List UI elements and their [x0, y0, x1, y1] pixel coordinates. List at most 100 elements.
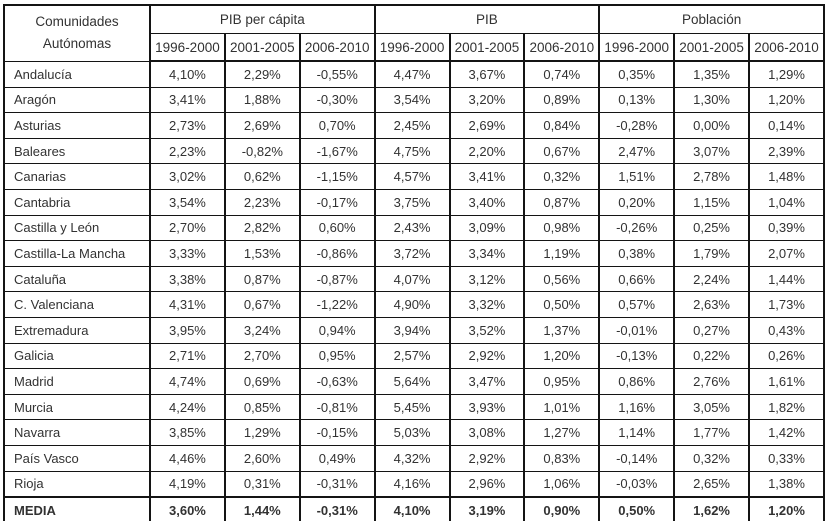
value-cell: 2,73% — [149, 112, 226, 139]
value-cell: 1,04% — [748, 188, 825, 216]
value-cell: 4,31% — [149, 291, 226, 318]
community-name: Canarias — [3, 163, 151, 190]
table-row: Andalucía 4,10% 2,29% -0,55% 4,47% 3,67% 0,74%… — [3, 60, 825, 88]
value-cell: 1,27% — [523, 419, 601, 446]
table-row: Navarra 3,85% 1,29% -0,15% 5,03% 3,08% 1,27% 1,… — [3, 419, 825, 446]
value-cell: 1,73% — [748, 291, 825, 318]
value-cell: 0,39% — [748, 214, 825, 242]
group-header-pib-per-capita: PIB per cápita — [149, 4, 376, 34]
value-cell: -0,82% — [223, 137, 301, 165]
value-cell: 2,92% — [448, 342, 526, 370]
value-cell: 0,38% — [598, 240, 676, 267]
value-cell: -0,87% — [298, 265, 376, 293]
period-header: 2006-2010 — [523, 33, 601, 62]
community-name: Castilla-La Mancha — [3, 240, 151, 267]
value-cell: 3,12% — [448, 265, 526, 293]
value-cell: 1,44% — [223, 496, 301, 521]
value-cell: 3,33% — [149, 240, 226, 267]
value-cell: 0,89% — [523, 86, 601, 114]
value-cell: 2,23% — [223, 188, 301, 216]
value-cell: 3,34% — [448, 240, 526, 267]
value-cell: 4,90% — [373, 291, 451, 318]
value-cell: 0,00% — [673, 112, 750, 139]
value-cell: 1,20% — [748, 496, 825, 521]
data-table: Comunidades Autónomas PIB per cápita PIB… — [3, 4, 825, 521]
value-cell: 1,19% — [523, 240, 601, 267]
value-cell: 3,47% — [448, 368, 526, 395]
value-cell: 0,85% — [223, 393, 301, 421]
value-cell: 0,31% — [223, 470, 301, 498]
value-cell: 2,60% — [223, 444, 301, 472]
period-header-row: 1996-2000 2001-2005 2006-2010 1996-2000 … — [4, 33, 825, 62]
community-name: Navarra — [3, 419, 151, 446]
value-cell: 1,20% — [523, 342, 601, 370]
value-cell: 2,71% — [149, 342, 226, 370]
value-cell: 3,09% — [448, 214, 526, 242]
value-cell: 0,49% — [298, 444, 376, 472]
value-cell: 0,33% — [748, 444, 825, 472]
value-cell: 2,20% — [448, 137, 526, 165]
table-row: Extremadura 3,95% 3,24% 0,94% 3,94% 3,52% 1,37… — [3, 316, 825, 344]
table-row: País Vasco 4,46% 2,60% 0,49% 4,32% 2,92% 0,83%… — [3, 444, 825, 472]
community-name: MEDIA — [3, 496, 151, 521]
value-cell: 0,60% — [298, 214, 376, 242]
community-name: Rioja — [3, 470, 151, 498]
period-header: 1996-2000 — [149, 33, 226, 62]
value-cell: 0,86% — [598, 368, 676, 395]
value-cell: 5,03% — [373, 419, 451, 446]
value-cell: -1,15% — [298, 163, 376, 190]
value-cell: 3,94% — [373, 316, 451, 344]
value-cell: 2,43% — [373, 214, 451, 242]
value-cell: 2,70% — [223, 342, 301, 370]
value-cell: 3,85% — [149, 419, 226, 446]
period-header: 2006-2010 — [298, 33, 376, 62]
value-cell: 3,93% — [448, 393, 526, 421]
corner-header-line2: Autónomas — [42, 36, 112, 52]
value-cell: 1,06% — [523, 470, 601, 498]
community-name: Cantabria — [3, 188, 151, 216]
community-name: Baleares — [3, 137, 151, 165]
value-cell: 0,35% — [598, 60, 676, 88]
value-cell: 1,88% — [223, 86, 301, 114]
table-body: Andalucía 4,10% 2,29% -0,55% 4,47% 3,67% 0,74%… — [3, 60, 825, 521]
period-header: 1996-2000 — [598, 33, 676, 62]
value-cell: 2,92% — [448, 444, 526, 472]
value-cell: -0,30% — [298, 86, 376, 114]
group-header-row: Comunidades Autónomas PIB per cápita PIB… — [3, 4, 825, 62]
value-cell: 2,78% — [673, 163, 750, 190]
community-name: Murcia — [3, 393, 151, 421]
value-cell: 0,67% — [223, 291, 301, 318]
value-cell: 0,50% — [523, 291, 601, 318]
value-cell: 1,77% — [673, 419, 750, 446]
value-cell: 2,63% — [673, 291, 750, 318]
community-name: Extremadura — [3, 316, 151, 344]
value-cell: 3,40% — [448, 188, 526, 216]
value-cell: 4,74% — [149, 368, 226, 395]
value-cell: 4,10% — [149, 60, 226, 88]
value-cell: 3,19% — [448, 496, 526, 521]
value-cell: 1,20% — [748, 86, 825, 114]
value-cell: 1,15% — [673, 188, 750, 216]
value-cell: 3,07% — [673, 137, 750, 165]
table-row: Canarias 3,02% 0,62% -1,15% 4,57% 3,41% 0,32% 1… — [3, 163, 825, 190]
value-cell: 1,62% — [673, 496, 750, 521]
value-cell: -0,26% — [598, 214, 676, 242]
value-cell: 2,69% — [448, 112, 526, 139]
table-row: Galicia 2,71% 2,70% 0,95% 2,57% 2,92% 1,20% -0,… — [3, 342, 825, 370]
value-cell: 3,54% — [373, 86, 451, 114]
value-cell: 3,52% — [448, 316, 526, 344]
value-cell: 0,69% — [223, 368, 301, 395]
period-header: 2001-2005 — [223, 33, 301, 62]
value-cell: 1,29% — [223, 419, 301, 446]
period-header: 2001-2005 — [673, 33, 750, 62]
value-cell: 4,24% — [149, 393, 226, 421]
table-row: Cantabria 3,54% 2,23% -0,17% 3,75% 3,40% 0,87%… — [3, 188, 825, 216]
community-name: Castilla y León — [3, 214, 151, 242]
value-cell: 2,70% — [149, 214, 226, 242]
value-cell: 0,14% — [748, 112, 825, 139]
value-cell: 0,43% — [748, 316, 825, 344]
value-cell: 2,45% — [373, 112, 451, 139]
value-cell: 2,24% — [673, 265, 750, 293]
value-cell: 4,57% — [373, 163, 451, 190]
community-name: Asturias — [3, 112, 151, 139]
